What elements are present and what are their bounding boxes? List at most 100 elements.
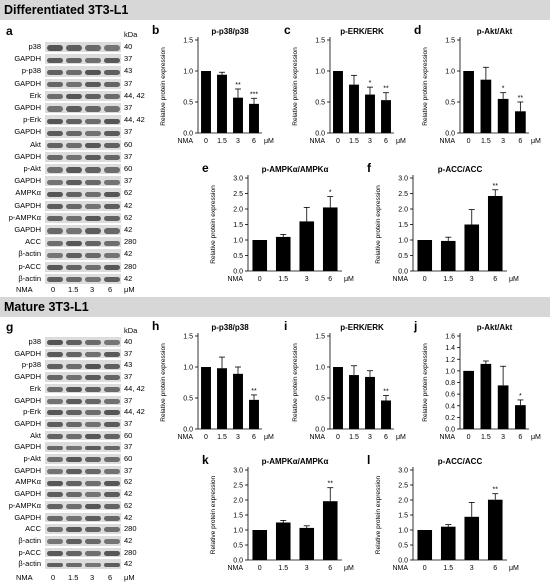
panel-label-g: g — [6, 320, 14, 334]
blot-band — [104, 57, 120, 63]
blot-kda: 37 — [124, 127, 133, 137]
blot-band — [66, 468, 82, 474]
x-tick-label: 0 — [204, 434, 208, 441]
blot-band — [47, 277, 63, 283]
y-tick-label: 3.0 — [233, 176, 243, 183]
lane-label: 1.5 — [68, 285, 79, 294]
blot-band — [66, 94, 82, 100]
x-axis-label: NMA — [177, 138, 193, 145]
blot-band-strip — [45, 188, 121, 199]
blot-band-strip — [45, 139, 121, 150]
blot-row: β-actin 42 — [0, 273, 145, 285]
y-tick-label: 3.0 — [398, 176, 408, 183]
significance-mark: * — [369, 80, 372, 87]
blot-row: GAPDH 37 — [0, 441, 145, 453]
blot-row-label: p-AMPKα — [8, 500, 41, 510]
y-tick-label: 0.5 — [233, 543, 243, 550]
bar — [233, 373, 243, 429]
y-tick-label: 0.5 — [315, 100, 325, 107]
blot-band — [47, 351, 63, 357]
blot-band-strip — [45, 524, 121, 534]
panel-label: b — [152, 23, 159, 37]
x-tick-label: 1.5 — [278, 565, 288, 572]
blot-band — [47, 410, 63, 416]
lane-label: NMA — [16, 285, 33, 294]
y-tick-label: 0.5 — [315, 396, 325, 403]
x-axis-unit: μM — [344, 276, 354, 283]
blot-kda: 280 — [124, 524, 137, 534]
blot-band-strip — [45, 164, 121, 175]
x-tick-label: 1.5 — [349, 434, 359, 441]
y-tick-label: 1.5 — [398, 222, 408, 229]
y-tick-label: 2.5 — [233, 483, 243, 490]
chart-panel-f: f p-ACC/ACC Relative protein expression 0.0… — [367, 161, 519, 283]
blot-band — [66, 167, 82, 173]
chart-title: p-ACC/ACC — [438, 165, 483, 174]
blot-row: GAPDH 37 — [0, 151, 145, 163]
blot-row-label: β-actin — [18, 249, 41, 259]
blot-band — [85, 340, 101, 346]
blot-band-strip — [45, 115, 121, 126]
y-tick-label: 1.5 — [398, 513, 408, 520]
blot-kda: 40 — [124, 337, 133, 346]
blot-band-strip — [45, 360, 121, 371]
y-tick-label: 0.4 — [445, 403, 455, 410]
lane-header-row: NMA 0 1.5 3 6 μM — [0, 573, 150, 583]
blot-row-label: GAPDH — [14, 395, 41, 405]
blot-band — [104, 539, 120, 545]
y-tick-label: 1.5 — [315, 38, 325, 45]
y-tick-label: 0.0 — [183, 427, 193, 434]
x-axis-unit: μM — [344, 565, 354, 572]
bar — [233, 97, 243, 133]
blot-band — [85, 57, 101, 63]
blot-row-label: GAPDH — [14, 442, 41, 452]
significance-mark: ** — [251, 388, 257, 395]
blot-kda: 44, 42 — [124, 90, 145, 100]
blot-band — [47, 82, 63, 88]
blot-band — [104, 265, 120, 271]
blot-band — [66, 363, 82, 369]
western-blot-mature: p38 40 GAPDH 37 p-p38 43 GAPDH 37 Erk 44, 42 GAPDH… — [0, 336, 145, 572]
y-tick-label: 0.5 — [398, 253, 408, 260]
chart-title: p-AMPKα/AMPKα — [262, 457, 329, 466]
blot-row: GAPDH 37 — [0, 175, 145, 187]
panel-label-a: a — [6, 24, 13, 38]
blot-row: ACC 280 — [0, 236, 145, 248]
y-tick-label: 0.5 — [183, 100, 193, 107]
bar — [249, 399, 259, 429]
blot-band — [47, 387, 63, 392]
y-tick-label: 1.0 — [233, 528, 243, 535]
y-tick-label: 1.0 — [183, 365, 193, 372]
y-axis-label: Relative protein expression — [210, 185, 217, 264]
blot-kda: 37 — [124, 395, 133, 405]
blot-band — [104, 375, 120, 381]
x-tick-label: 1.5 — [443, 565, 453, 572]
blot-band — [47, 504, 63, 509]
bar — [497, 98, 509, 133]
blot-kda: 37 — [124, 442, 133, 452]
y-tick-label: 1.0 — [183, 69, 193, 76]
bar — [322, 207, 338, 271]
blot-band — [47, 550, 63, 556]
blot-band — [47, 204, 63, 210]
blot-row-label: p38 — [28, 42, 41, 51]
x-axis-label: NMA — [439, 434, 455, 441]
bar — [515, 111, 526, 133]
y-tick-label: 1.0 — [315, 69, 325, 76]
panel-label: i — [284, 319, 287, 333]
blot-kda: 44, 42 — [124, 407, 145, 417]
bar — [440, 526, 456, 560]
blot-row-label: GAPDH — [14, 54, 41, 64]
blot-kda: 42 — [124, 273, 133, 283]
blot-band — [85, 480, 101, 486]
bar — [201, 367, 211, 429]
panel-label: j — [413, 319, 417, 333]
bar — [417, 530, 433, 560]
blot-row: p-Akt 60 — [0, 163, 145, 175]
blot-band — [85, 277, 101, 283]
blot-band — [104, 240, 120, 246]
x-tick-label: 6 — [384, 138, 388, 145]
blot-kda: 60 — [124, 139, 133, 149]
y-tick-label: 3.0 — [233, 468, 243, 475]
x-axis-unit: μM — [264, 434, 274, 441]
